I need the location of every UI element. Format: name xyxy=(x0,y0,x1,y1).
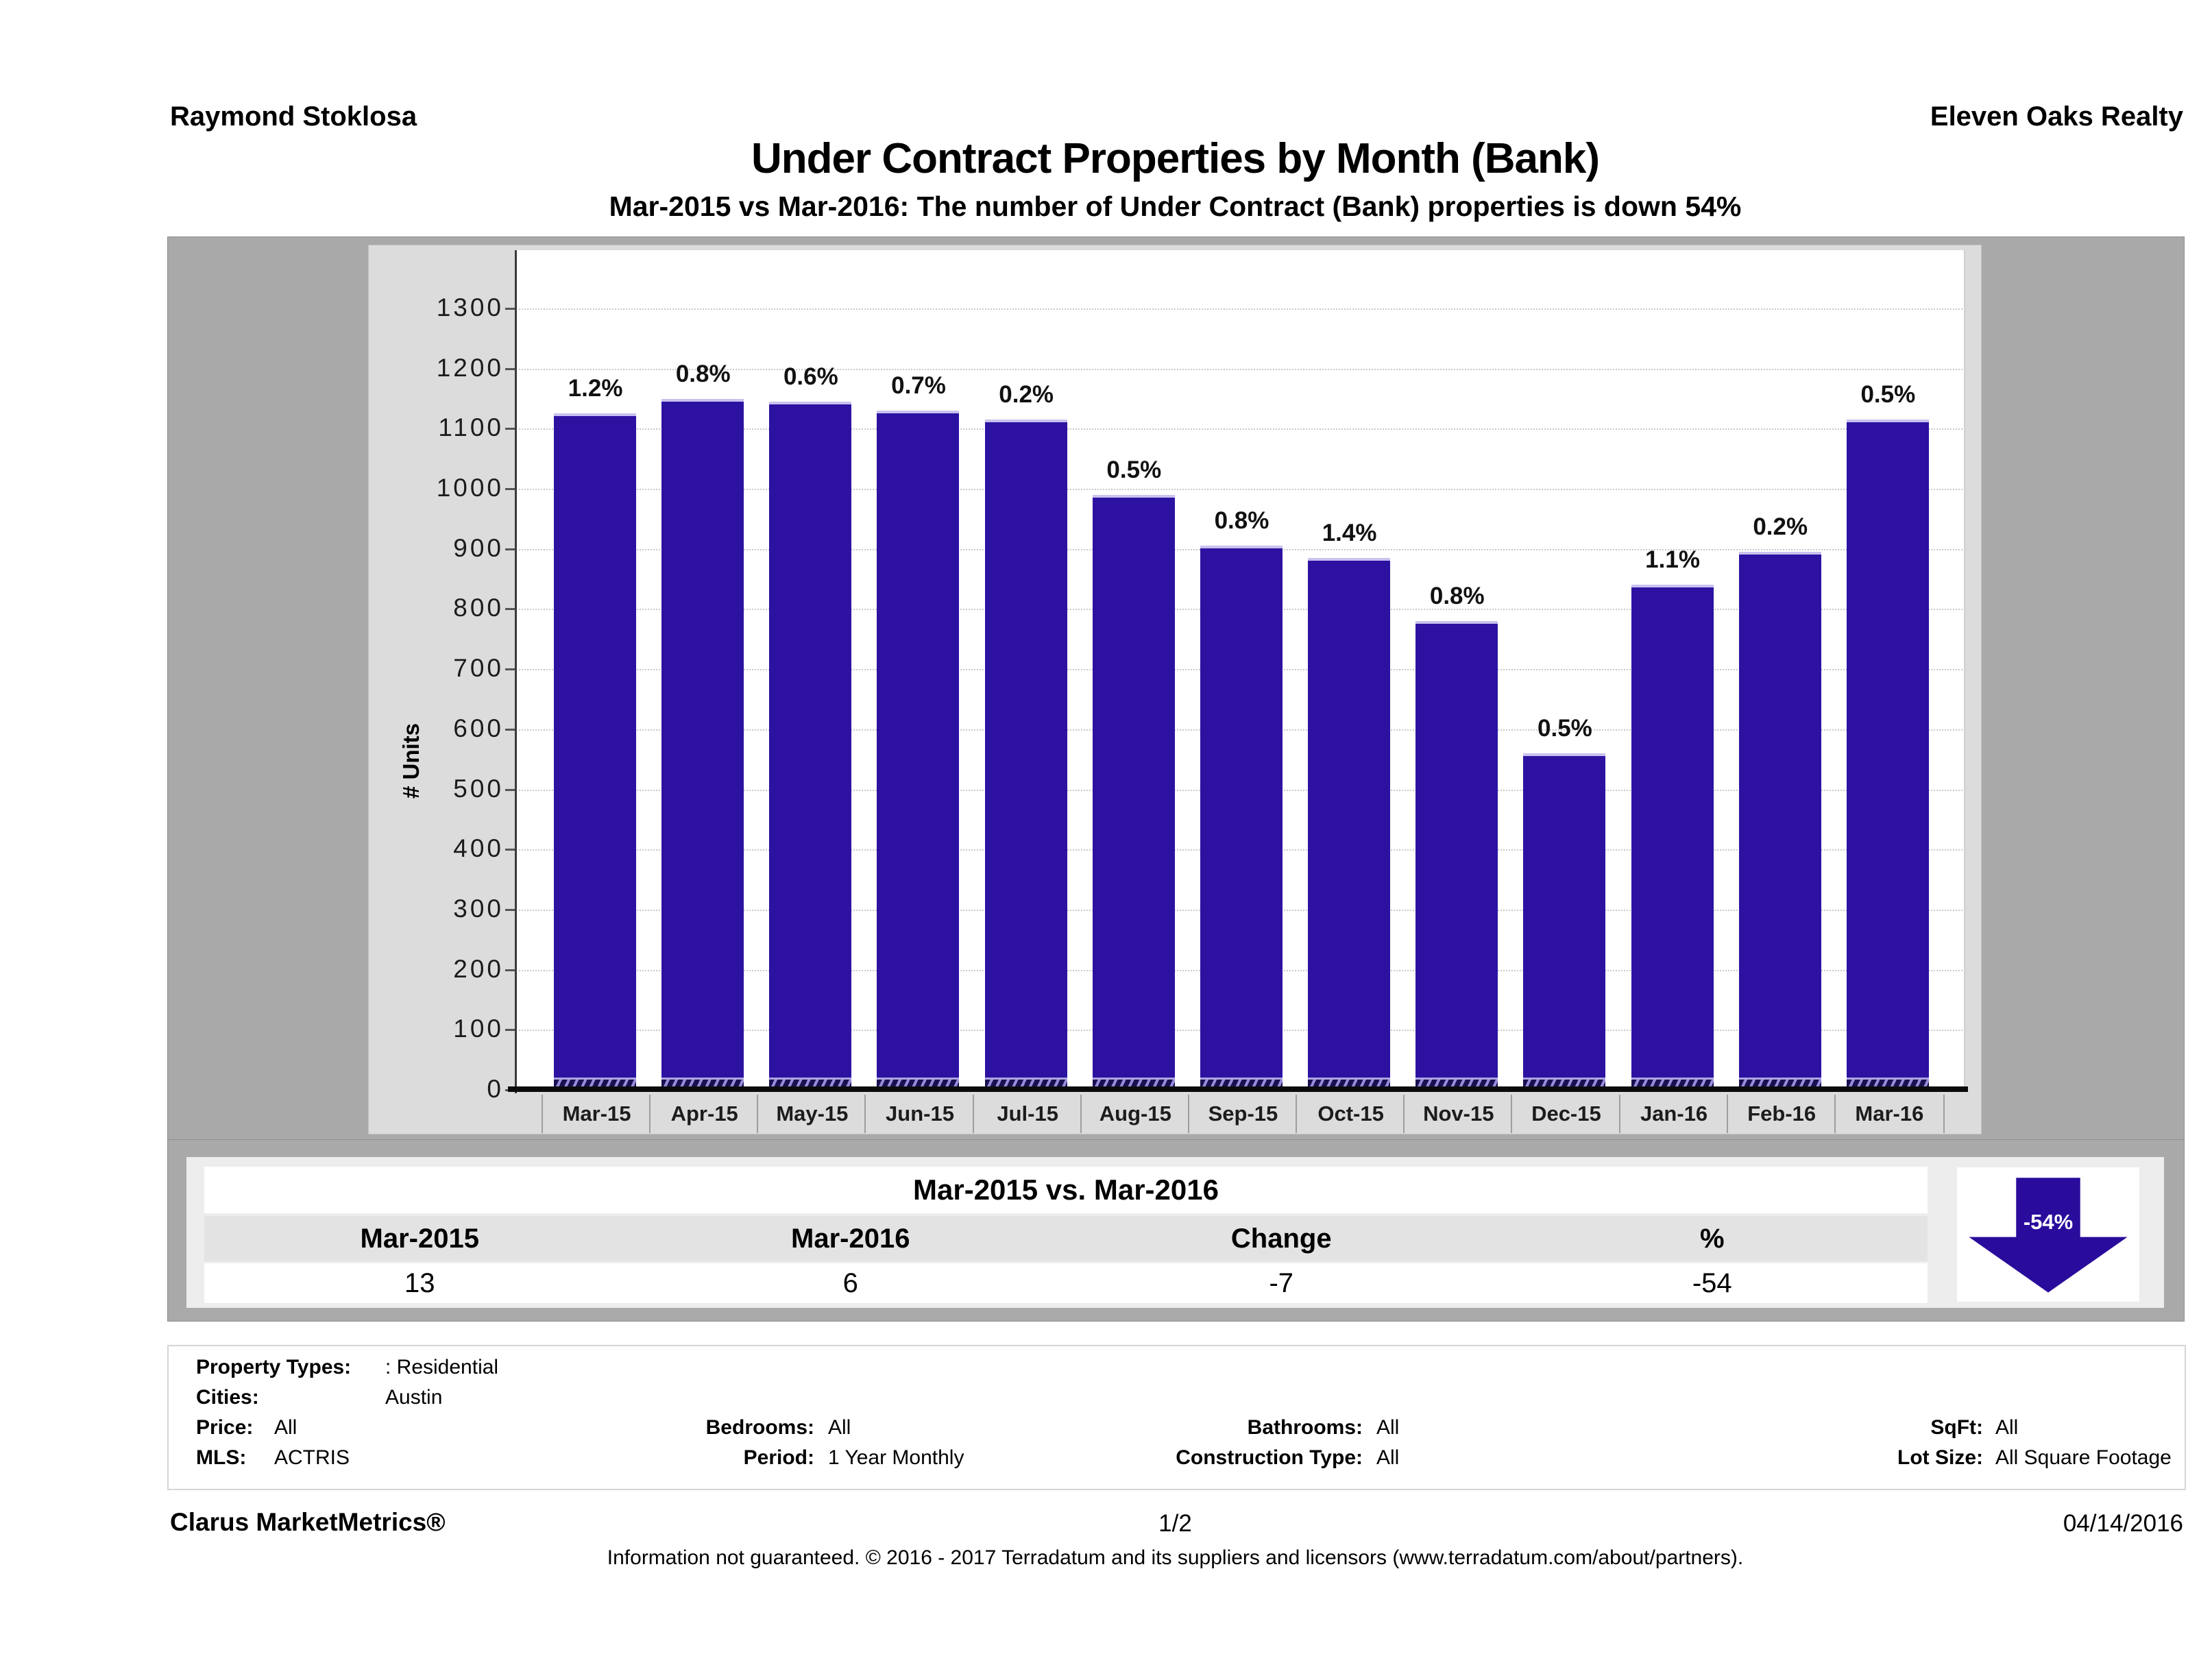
comparison-value-Mar-2015: 13 xyxy=(404,1267,435,1298)
criteria-sqft-label: SqFt: xyxy=(1847,1416,1983,1439)
criteria-construction-value: All xyxy=(1376,1446,1400,1469)
comparison-value-Mar-2016: 6 xyxy=(842,1267,858,1298)
down-arrow-icon xyxy=(1969,1178,2128,1293)
company-name: Eleven Oaks Realty xyxy=(1930,101,2183,132)
criteria-sqft-value: All xyxy=(1995,1416,2019,1439)
brand-name: Clarus MarketMetrics® xyxy=(170,1508,446,1536)
criteria-bedrooms-label-text: Bedrooms: xyxy=(705,1416,814,1439)
comparison-table-value-row: 13 6 -7 -54 xyxy=(204,1263,1928,1303)
criteria-property-types-value: : Residential xyxy=(385,1356,499,1378)
criteria-bathrooms-label-text: Bathrooms: xyxy=(1247,1416,1363,1439)
trend-arrow-box: -54% xyxy=(1957,1167,2139,1302)
criteria-construction-label: Construction Type: xyxy=(1158,1446,1363,1470)
criteria-price-value: All xyxy=(274,1416,297,1439)
comparison-table-header-row: Mar-2015 Mar-2016 Change% xyxy=(204,1216,1928,1261)
criteria-bedrooms-value: All xyxy=(828,1416,851,1439)
criteria-mls-label: MLS: xyxy=(196,1446,246,1470)
criteria-period-label: Period: xyxy=(613,1446,814,1470)
comparison-value-Change: -7 xyxy=(1269,1267,1294,1298)
trend-arrow-label: -54% xyxy=(2023,1210,2074,1234)
criteria-panel xyxy=(167,1345,2186,1490)
page-subtitle: Mar-2015 vs Mar-2016: The number of Unde… xyxy=(609,191,1742,222)
criteria-period-label-text: Period: xyxy=(743,1446,814,1469)
criteria-cities-label-text: Cities: xyxy=(196,1386,259,1409)
comparison-header-Change: Change xyxy=(1230,1223,1332,1254)
agent-name: Raymond Stoklosa xyxy=(170,101,417,132)
criteria-lot-size-label: Lot Size: xyxy=(1847,1446,1983,1470)
report-date: 04/14/2016 xyxy=(2063,1510,2183,1537)
comparison-header-Mar-2015: Mar-2015 xyxy=(360,1223,479,1254)
criteria-price-label-text: Price: xyxy=(196,1416,254,1439)
comparison-table-title: Mar-2015 vs. Mar-2016 xyxy=(204,1167,1928,1213)
y-axis-title: # Units xyxy=(398,722,424,799)
comparison-header-Mar-2016: Mar-2016 xyxy=(791,1223,910,1254)
page-number: 1/2 xyxy=(1158,1510,1192,1537)
criteria-bedrooms-label: Bedrooms: xyxy=(613,1416,814,1439)
disclaimer-text: Information not guaranteed. © 2016 - 201… xyxy=(607,1546,1744,1569)
criteria-mls-value: ACTRIS xyxy=(274,1446,350,1469)
criteria-cities-value: Austin xyxy=(385,1386,443,1409)
criteria-bathrooms-value: All xyxy=(1376,1416,1400,1439)
comparison-header-%: % xyxy=(1699,1223,1725,1254)
criteria-property-types-label-text: Property Types: xyxy=(196,1356,352,1378)
criteria-bathrooms-label: Bathrooms: xyxy=(1158,1416,1363,1439)
comparison-table: Mar-2015 vs. Mar-2016 Mar-2015 Mar-2016 Ch… xyxy=(204,1167,1928,1303)
criteria-construction-label-text: Construction Type: xyxy=(1176,1446,1363,1469)
criteria-sqft-label-text: SqFt: xyxy=(1930,1416,1983,1439)
criteria-cities-label: Cities: xyxy=(196,1386,259,1409)
criteria-lot-size-label-text: Lot Size: xyxy=(1897,1446,1983,1469)
criteria-mls-label-text: MLS: xyxy=(196,1446,247,1469)
criteria-lot-size-value: All Square Footage xyxy=(1995,1446,2172,1469)
page-title: Under Contract Properties by Month (Bank… xyxy=(751,135,1600,182)
comparison-value-%: -54 xyxy=(1692,1267,1732,1298)
criteria-period-value: 1 Year Monthly xyxy=(828,1446,964,1469)
plot-area xyxy=(516,250,1965,1090)
criteria-price-label: Price: xyxy=(196,1416,253,1439)
criteria-property-types-label: Property Types: xyxy=(196,1356,351,1379)
